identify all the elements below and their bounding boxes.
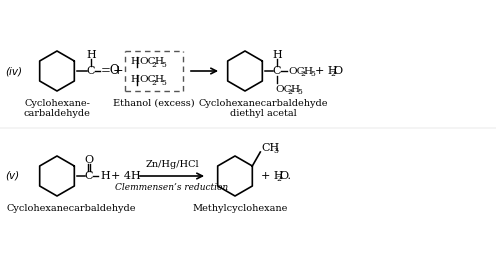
Text: (iv): (iv) (5, 66, 22, 76)
Text: H: H (86, 50, 96, 60)
Text: OC: OC (139, 58, 156, 67)
Text: Zn/Hg/HCl: Zn/Hg/HCl (145, 160, 199, 169)
Text: OC: OC (139, 76, 156, 84)
Text: O.: O. (279, 171, 291, 181)
Text: 2: 2 (300, 70, 305, 78)
Text: H: H (130, 58, 139, 67)
Text: + H: + H (261, 171, 284, 181)
Text: 3: 3 (273, 147, 278, 155)
Text: +: + (113, 65, 124, 78)
Text: 5: 5 (161, 61, 166, 69)
Text: OC: OC (288, 67, 305, 76)
Text: H: H (272, 50, 282, 60)
Text: 5: 5 (310, 70, 315, 78)
Text: OC: OC (275, 84, 292, 93)
Text: Ethanol (excess): Ethanol (excess) (113, 99, 195, 108)
Text: C: C (85, 171, 93, 181)
Text: H: H (290, 84, 299, 93)
Text: C: C (273, 66, 281, 76)
Text: + H: + H (315, 66, 338, 76)
Text: H: H (100, 171, 110, 181)
Text: O: O (84, 155, 94, 165)
Text: CH: CH (261, 143, 280, 153)
Text: 5: 5 (297, 88, 302, 96)
Text: 5: 5 (161, 79, 166, 87)
Text: =O: =O (101, 65, 121, 78)
Text: H: H (154, 58, 163, 67)
Text: H: H (130, 76, 139, 84)
Text: 2: 2 (151, 79, 156, 87)
Text: Clemmensen’s reduction: Clemmensen’s reduction (116, 183, 229, 192)
Text: H: H (303, 67, 312, 76)
Text: 2: 2 (151, 61, 156, 69)
Text: Methylcyclohexane: Methylcyclohexane (192, 204, 288, 213)
Text: Cyclohexane-
carbaldehyde: Cyclohexane- carbaldehyde (24, 99, 90, 118)
Text: + 4H: + 4H (111, 171, 141, 181)
Text: O: O (333, 66, 342, 76)
Text: 2: 2 (276, 175, 281, 183)
Text: Cyclohexanecarbaldehyde: Cyclohexanecarbaldehyde (6, 204, 136, 213)
Text: 2: 2 (287, 88, 292, 96)
Text: 2: 2 (330, 70, 335, 78)
Text: C: C (87, 66, 95, 76)
Text: Cyclohexanecarbaldehyde
diethyl acetal: Cyclohexanecarbaldehyde diethyl acetal (198, 99, 328, 118)
Text: H: H (154, 76, 163, 84)
Text: (v): (v) (5, 171, 19, 181)
